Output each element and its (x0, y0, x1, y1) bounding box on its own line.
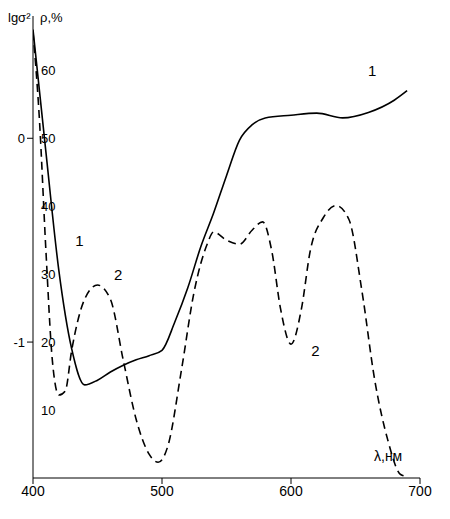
svg-text:50: 50 (41, 131, 55, 146)
svg-text:2: 2 (114, 266, 122, 283)
svg-text:60: 60 (41, 63, 55, 78)
svg-text:500: 500 (150, 483, 174, 499)
html-text:lgσ²: lgσ² (8, 10, 31, 25)
svg-text:30: 30 (41, 267, 55, 282)
svg-text:-1: -1 (13, 335, 25, 350)
html-text:ρ,%: ρ,% (40, 10, 63, 25)
svg-text:1: 1 (368, 62, 376, 79)
svg-text:1: 1 (75, 232, 83, 249)
svg-text:2: 2 (311, 342, 319, 359)
svg-text:600: 600 (279, 483, 303, 499)
svg-text:40: 40 (41, 199, 55, 214)
svg-text:20: 20 (41, 335, 55, 350)
svg-text:700: 700 (408, 483, 432, 499)
svg-text:400: 400 (21, 483, 45, 499)
svg-text:0: 0 (18, 131, 25, 146)
html-text:λ,нм: λ,нм (374, 448, 403, 464)
svg-text:10: 10 (41, 403, 55, 418)
